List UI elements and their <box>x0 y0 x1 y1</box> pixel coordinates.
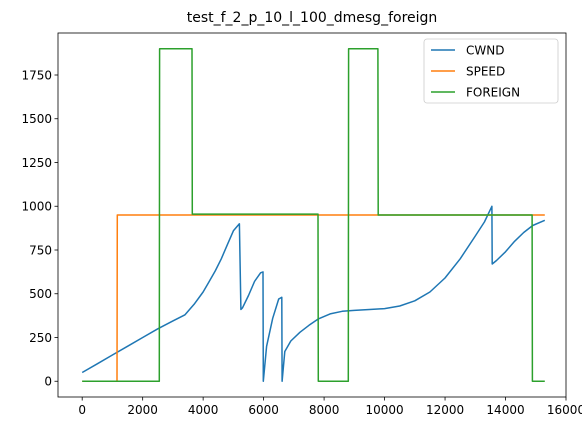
plot-lines <box>81 48 546 383</box>
y-axis: 0 250 500 750 1000 1250 1500 1750 <box>21 68 58 389</box>
chart-title: test_f_2_p_10_l_100_dmesg_foreign <box>187 10 438 26</box>
plot-frame <box>57 32 567 398</box>
y-tick-label: 0 <box>44 375 52 389</box>
x-tick-label: 14000 <box>486 403 524 417</box>
y-tick-label: 1250 <box>21 156 52 170</box>
x-axis: 0 2000 4000 6000 8000 10000 12000 14000 16000 <box>78 397 582 417</box>
x-tick-label: 4000 <box>188 403 219 417</box>
y-tick-label: 1750 <box>21 68 52 82</box>
legend: CWND SPEED FOREIGN <box>423 38 559 104</box>
series-line-cwnd <box>81 205 546 383</box>
legend-label-foreign: FOREIGN <box>466 85 520 99</box>
y-tick-label: 500 <box>29 287 52 301</box>
legend-label-cwnd: CWND <box>466 43 504 57</box>
legend-label-speed: SPEED <box>466 64 505 78</box>
series-line-speed <box>82 214 545 383</box>
x-tick-label: 12000 <box>426 403 464 417</box>
y-tick-label: 1500 <box>21 112 52 126</box>
y-tick-label: 1000 <box>21 200 52 214</box>
y-tick-label: 250 <box>29 331 52 345</box>
x-tick-label: 2000 <box>127 403 158 417</box>
x-tick-label: 6000 <box>248 403 279 417</box>
legend-box <box>423 38 559 104</box>
x-tick-label: 8000 <box>309 403 340 417</box>
series-line-foreign <box>82 48 545 383</box>
x-tick-label: 16000 <box>547 403 582 417</box>
y-tick-label: 750 <box>29 243 52 257</box>
x-tick-label: 10000 <box>365 403 403 417</box>
x-tick-label: 0 <box>78 403 86 417</box>
